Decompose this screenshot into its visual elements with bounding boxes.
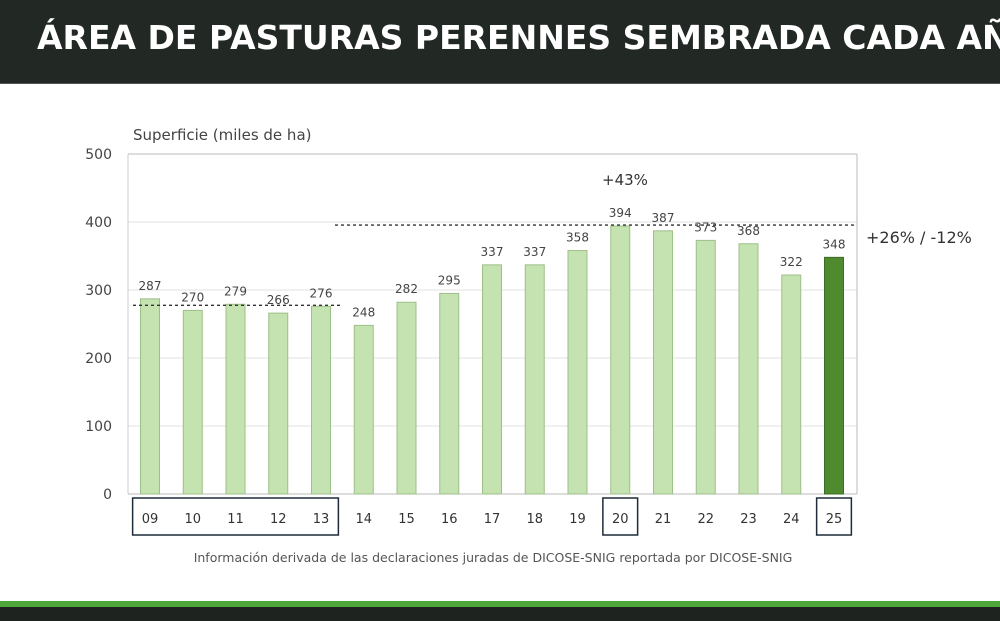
- y-tick-label: 400: [85, 215, 112, 231]
- data-label: 287: [139, 279, 162, 293]
- data-label: 387: [652, 211, 675, 225]
- data-label: 266: [267, 293, 290, 307]
- x-tick-label: 11: [227, 512, 244, 527]
- bar-16: [439, 292, 460, 495]
- source-note: Información derivada de las declaracione…: [194, 550, 793, 565]
- bar-25: [824, 256, 844, 495]
- x-tick-label: 20: [612, 512, 629, 527]
- x-tick-label: 25: [826, 512, 843, 527]
- bar-14: [353, 324, 374, 495]
- data-label: 373: [694, 220, 717, 234]
- x-tick-label: 19: [569, 512, 586, 527]
- x-tick-label: 14: [355, 512, 372, 527]
- bar-09: [140, 298, 160, 495]
- category-box: [602, 497, 639, 536]
- data-label: 368: [737, 224, 760, 238]
- bar-19: [567, 250, 588, 495]
- category-box: [131, 497, 340, 536]
- bar-22: [695, 239, 716, 495]
- bar-13: [311, 305, 331, 495]
- data-label: 295: [438, 273, 461, 287]
- x-tick-label: 24: [783, 512, 800, 527]
- data-label: 348: [823, 237, 846, 251]
- y-tick-label: 100: [85, 419, 112, 435]
- y-tick-label: 500: [85, 147, 112, 163]
- data-label: 337: [523, 245, 546, 259]
- data-label: 322: [780, 255, 803, 269]
- y-tick-label: 300: [85, 283, 112, 299]
- page-title: ÁREA DE PASTURAS PERENNES SEMBRADA CADA …: [37, 18, 1000, 57]
- data-label: 270: [181, 290, 204, 304]
- data-label: 279: [224, 284, 247, 298]
- x-tick-label: 12: [270, 512, 287, 527]
- bar-23: [738, 243, 759, 495]
- x-tick-label: 10: [184, 512, 201, 527]
- y-axis-label: Superficie (miles de ha): [133, 126, 311, 144]
- title-bar: ÁREA DE PASTURAS PERENNES SEMBRADA CADA …: [0, 0, 1000, 84]
- data-label: 358: [566, 231, 589, 245]
- y-tick-label: 0: [103, 487, 112, 503]
- data-label: 394: [609, 206, 632, 220]
- data-label: 248: [352, 305, 375, 319]
- x-tick-label: 23: [740, 512, 757, 527]
- bar-12: [268, 312, 289, 495]
- peak-annotation: +43%: [602, 171, 648, 189]
- data-label: 282: [395, 282, 418, 296]
- x-tick-label: 22: [697, 512, 714, 527]
- x-tick-label: 09: [142, 512, 159, 527]
- bar-11: [225, 303, 246, 495]
- x-tick-label: 13: [313, 512, 330, 527]
- footer-stripe: [0, 601, 1000, 607]
- current-annotation: +26% / -12%: [866, 228, 972, 247]
- x-tick-label: 21: [655, 512, 672, 527]
- x-tick-label: 17: [484, 512, 501, 527]
- bar-18: [524, 264, 545, 495]
- x-tick-label: 16: [441, 512, 458, 527]
- bar-20: [610, 225, 631, 495]
- y-tick-label: 200: [85, 351, 112, 367]
- bar-10: [182, 309, 203, 495]
- bar-24: [781, 274, 802, 495]
- bar-17: [482, 264, 502, 495]
- category-box: [815, 497, 853, 536]
- data-label: 276: [310, 286, 333, 300]
- bar-15: [396, 301, 417, 495]
- bar-21: [653, 230, 673, 495]
- data-label: 337: [481, 245, 504, 259]
- x-tick-label: 15: [398, 512, 415, 527]
- x-tick-label: 18: [526, 512, 543, 527]
- footer-bar: [0, 607, 1000, 621]
